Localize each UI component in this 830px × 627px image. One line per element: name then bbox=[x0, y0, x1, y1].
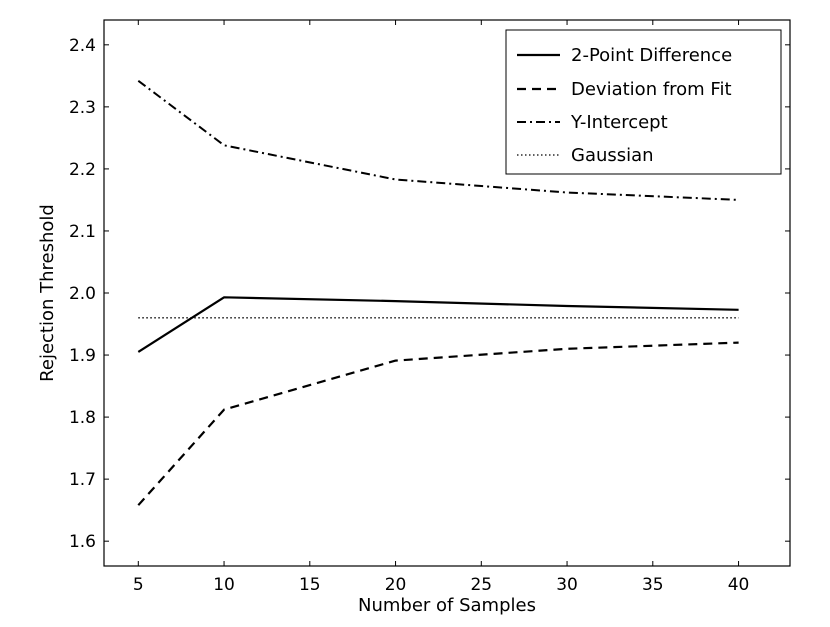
x-tick-label: 20 bbox=[385, 575, 407, 595]
ticks-layer: 5 10 15 20 25 30 35 40 1.6 1.7 1.8 1.9 2.0 2.1 2.2 2.3 2… bbox=[69, 20, 790, 595]
y-tick-label: 2.0 bbox=[69, 284, 96, 304]
y-tick-label: 1.9 bbox=[69, 346, 96, 366]
y-tick-label: 1.6 bbox=[69, 532, 96, 552]
x-tick-label: 30 bbox=[556, 575, 578, 595]
y-tick-label: 2.4 bbox=[69, 36, 96, 56]
legend-label-2-point-difference: 2-Point Difference bbox=[571, 45, 732, 66]
series-line-2-point-difference bbox=[137, 296, 739, 353]
legend: 2-Point Difference Deviation from Fit Y-… bbox=[505, 29, 782, 175]
x-tick-label: 15 bbox=[299, 575, 321, 595]
x-tick-label: 5 bbox=[133, 575, 144, 595]
legend-label-deviation-from-fit: Deviation from Fit bbox=[571, 79, 732, 100]
y-axis-label: Rejection Threshold bbox=[37, 204, 58, 382]
x-tick-label: 10 bbox=[213, 575, 235, 595]
y-tick-label: 1.7 bbox=[69, 470, 96, 490]
series-line-y-intercept bbox=[137, 80, 739, 201]
x-tick-label: 25 bbox=[470, 575, 492, 595]
x-tick-label: 35 bbox=[642, 575, 664, 595]
legend-label-gaussian: Gaussian bbox=[571, 145, 654, 166]
legend-label-y-intercept: Y-Intercept bbox=[570, 112, 668, 133]
y-tick-label: 2.1 bbox=[69, 222, 96, 242]
y-tick-label: 2.3 bbox=[69, 98, 96, 118]
y-tick-label: 2.2 bbox=[69, 160, 96, 180]
plot-frame bbox=[103, 19, 791, 567]
x-axis-label: Number of Samples bbox=[358, 595, 536, 616]
x-tick-label: 40 bbox=[728, 575, 750, 595]
series-layer bbox=[137, 80, 739, 506]
series-line-deviation-from-fit bbox=[137, 341, 739, 506]
y-tick-label: 1.8 bbox=[69, 408, 96, 428]
